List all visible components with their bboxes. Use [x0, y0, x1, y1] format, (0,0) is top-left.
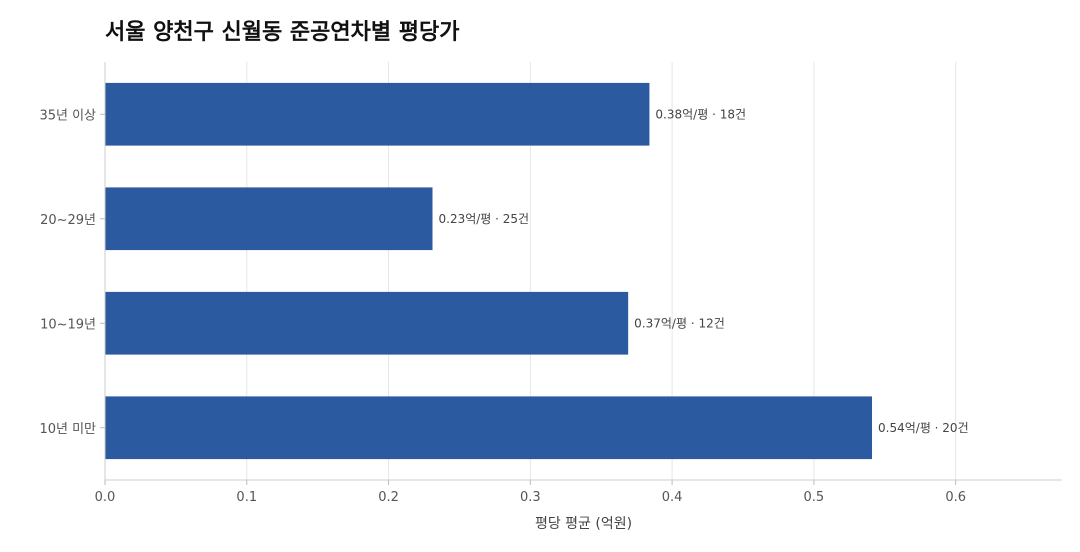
bars: 0.38억/평 · 18건 0.23억/평 · 25건 0.37억/평 · 12건 0…: [105, 82, 969, 460]
bar: [105, 291, 629, 355]
bar: [105, 396, 873, 460]
data-label: 0.23억/평 · 25건: [439, 212, 530, 226]
bar: [105, 82, 650, 146]
x-axis-title: 평당 평균 (억원): [535, 516, 632, 532]
x-tick-label: 0.4: [662, 490, 683, 505]
data-label: 0.37억/평 · 12건: [634, 316, 725, 330]
x-tick-label: 0.6: [945, 490, 966, 505]
y-tick-label: 35년 이상: [39, 108, 96, 123]
data-label: 0.38억/평 · 18건: [655, 107, 746, 121]
y-tick-label: 20~29년: [40, 213, 96, 228]
x-tick-label: 0.1: [236, 490, 257, 505]
y-tick-label: 10년 미만: [39, 422, 96, 437]
chart-title: 서울 양천구 신월동 준공연차별 평당가: [105, 20, 460, 45]
y-tick-label: 10~19년: [40, 317, 96, 332]
data-label: 0.54억/평 · 20건: [878, 421, 969, 435]
axes: 0.0 0.1 0.2 0.3 0.4 0.5 0.6 35년 이상 20~29년 10~19년 1…: [39, 62, 1062, 505]
x-tick-label: 0.2: [378, 490, 399, 505]
x-tick-label: 0.0: [95, 490, 116, 505]
x-tick-label: 0.5: [804, 490, 825, 505]
bar: [105, 187, 433, 251]
x-tick-label: 0.3: [520, 490, 541, 505]
